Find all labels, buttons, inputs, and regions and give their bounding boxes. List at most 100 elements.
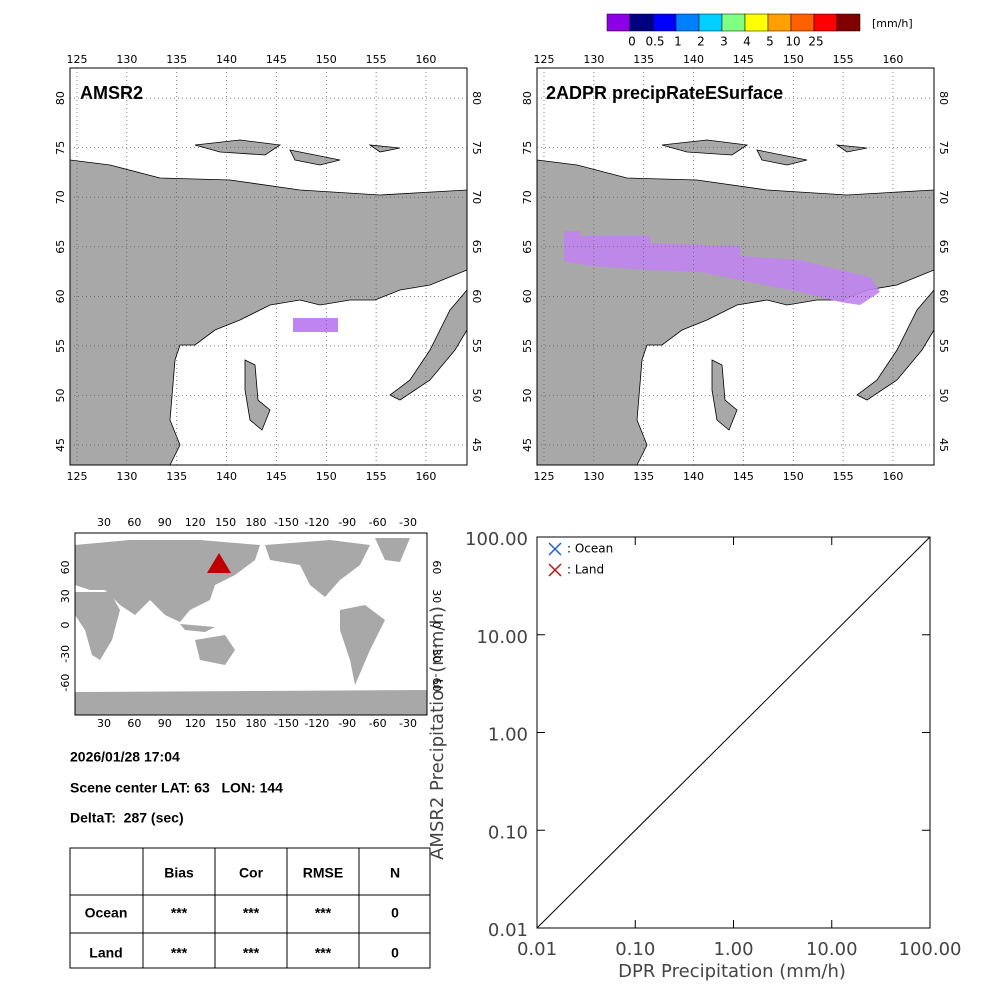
lon-tick-label: -30 [399,516,417,529]
table-header: N [390,865,400,881]
lon-tick-label: 160 [882,53,903,66]
lat-tick-label: 65 [470,240,483,254]
lon-tick-label: 135 [633,470,654,483]
precip-patch [293,318,338,332]
y-tick-label: 10.00 [476,627,528,648]
lat-tick-label: 50 [54,388,67,402]
x-tick-label: 10.00 [806,939,858,960]
lon-tick-label: 60 [127,516,141,529]
colorbar-label: 10 [785,35,800,49]
lon-tick-label: 180 [246,516,267,529]
y-tick-label: 0.10 [488,822,528,843]
lat-tick-label: 55 [521,339,534,353]
lat-tick-label: 65 [937,240,950,254]
lat-tick-label: -30 [430,645,443,663]
lon-tick-label: 150 [783,470,804,483]
lon-tick-label: 90 [158,717,172,730]
colorbar-box [836,13,861,32]
table-cell: *** [243,945,260,961]
lon-tick-label: 60 [127,717,141,730]
lat-tick-label: 80 [470,91,483,105]
lon-tick-label: 90 [158,516,172,529]
x-tick-label: 100.00 [899,939,962,960]
colorbar-label: 5 [766,35,774,49]
lat-tick-label: 70 [937,190,950,204]
lon-tick-label: -150 [274,516,299,529]
table-cell: *** [171,905,188,921]
lon-tick-label: 140 [216,470,237,483]
colorbar-label: 4 [743,35,751,49]
cross-stroke [548,563,562,577]
row-label: Ocean [85,905,128,921]
lon-tick-label: 120 [185,516,206,529]
table-header: Bias [164,865,194,881]
row-label: Land [89,945,122,961]
cross-stroke [548,542,562,556]
lon-tick-label: 30 [97,717,111,730]
lon-tick-label: -60 [369,717,387,730]
lon-tick-label: -30 [399,717,417,730]
lon-tick-label: 125 [534,53,555,66]
map-land [69,67,468,466]
map-frame [69,67,468,466]
lon-tick-label: 135 [633,53,654,66]
lat-tick-label: 60 [54,289,67,303]
lon-tick-label: 140 [216,53,237,66]
colorbar-box [813,13,838,32]
colorbar-label: 0 [628,35,636,49]
lat-tick-label: 75 [54,141,67,155]
lon-tick-label: 155 [833,53,854,66]
lat-tick-label: 0 [59,622,72,629]
table-cell: 0 [391,945,399,961]
lon-tick-label: 125 [67,470,88,483]
lat-tick-label: 80 [937,91,950,105]
lat-tick-label: -60 [430,674,443,692]
world-map [74,532,428,716]
legend-label: : Land [567,563,604,577]
table-header: Cor [239,865,264,881]
colorbar-box [606,13,631,32]
lon-tick-label: -120 [304,717,329,730]
lat-tick-label: 45 [937,438,950,452]
lon-tick-label: 145 [266,470,287,483]
one-to-one-line [536,536,931,929]
colorbar-label: 1 [674,35,682,49]
lat-tick-label: 65 [521,240,534,254]
lat-tick-label: 0 [430,622,443,629]
legend-marker [548,563,562,577]
lat-tick-label: 60 [521,289,534,303]
precip-patch [564,231,880,305]
lon-tick-label: 160 [415,470,436,483]
y-tick-label: 100.00 [465,529,528,550]
scene-center-marker [207,553,231,573]
lat-tick-label: 60 [430,560,443,574]
table-cell: *** [315,945,332,961]
lon-tick-label: 145 [733,470,754,483]
lon-tick-label: 150 [215,516,236,529]
lon-tick-label: -60 [369,516,387,529]
table-header: RMSE [303,865,343,881]
lat-tick-label: 60 [59,560,72,574]
colorbar-box [790,13,815,32]
colorbar-label: 3 [720,35,728,49]
lon-tick-label: 145 [733,53,754,66]
table-cell: *** [171,945,188,961]
lat-tick-label: 50 [470,388,483,402]
x-tick-label: 0.01 [517,939,557,960]
y-tick-label: 0.01 [488,920,528,941]
lon-tick-label: 155 [366,53,387,66]
lat-tick-label: 45 [521,438,534,452]
lon-tick-label: 180 [246,717,267,730]
lon-tick-label: 160 [415,53,436,66]
lon-tick-label: -90 [338,717,356,730]
lon-tick-label: 145 [266,53,287,66]
lon-tick-label: 150 [783,53,804,66]
lat-tick-label: 70 [521,190,534,204]
map-frame [536,67,935,466]
lon-tick-label: 155 [833,470,854,483]
lon-tick-label: 140 [683,470,704,483]
lat-tick-label: 75 [937,141,950,155]
lon-tick-label: 30 [97,516,111,529]
lat-tick-label: 55 [470,339,483,353]
